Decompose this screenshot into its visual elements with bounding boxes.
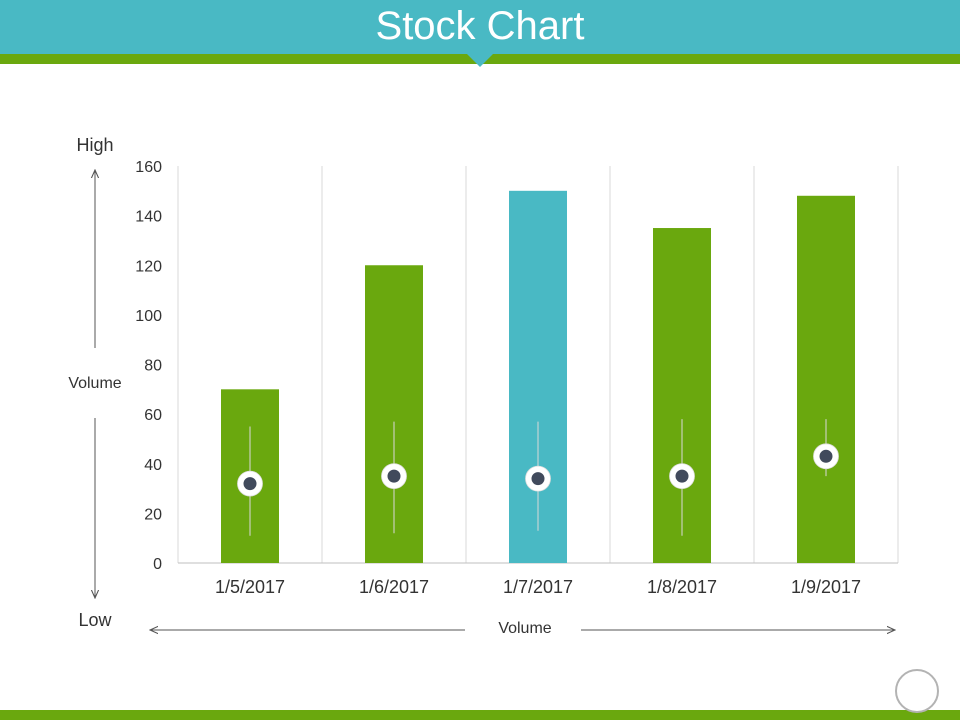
y-tick-label: 100 <box>135 308 162 325</box>
bottom-axis-label: Volume <box>498 620 551 637</box>
y-tick-label: 0 <box>153 556 162 573</box>
bar <box>797 195 855 563</box>
y-tick-label: 40 <box>144 457 162 474</box>
x-tick-label: 1/7/2017 <box>503 577 573 597</box>
close-marker <box>243 477 257 491</box>
side-axis-label: Volume <box>68 375 121 392</box>
nav-circle-button[interactable] <box>895 669 939 713</box>
high-label: High <box>76 135 113 155</box>
close-marker <box>675 469 689 483</box>
close-marker <box>387 469 401 483</box>
header-bar <box>0 0 960 54</box>
close-marker <box>531 472 545 486</box>
page-title: Stock Chart <box>375 4 585 48</box>
header-pointer <box>467 54 493 67</box>
y-tick-label: 80 <box>144 358 162 375</box>
y-tick-label: 160 <box>135 159 162 176</box>
y-tick-label: 20 <box>144 506 162 523</box>
footer-accent-line <box>0 710 960 720</box>
x-tick-label: 1/9/2017 <box>791 577 861 597</box>
x-tick-label: 1/8/2017 <box>647 577 717 597</box>
x-tick-label: 1/6/2017 <box>359 577 429 597</box>
plot-area: 0 20 40 60 80 100 120 140 160 1/5/2017 1/6/2017 1/7… <box>135 159 899 597</box>
y-tick-label: 120 <box>135 258 162 275</box>
close-marker <box>819 449 833 463</box>
y-tick-label: 60 <box>144 407 162 424</box>
y-tick-label: 140 <box>135 209 162 226</box>
x-tick-label: 1/5/2017 <box>215 577 285 597</box>
low-label: Low <box>78 610 112 630</box>
